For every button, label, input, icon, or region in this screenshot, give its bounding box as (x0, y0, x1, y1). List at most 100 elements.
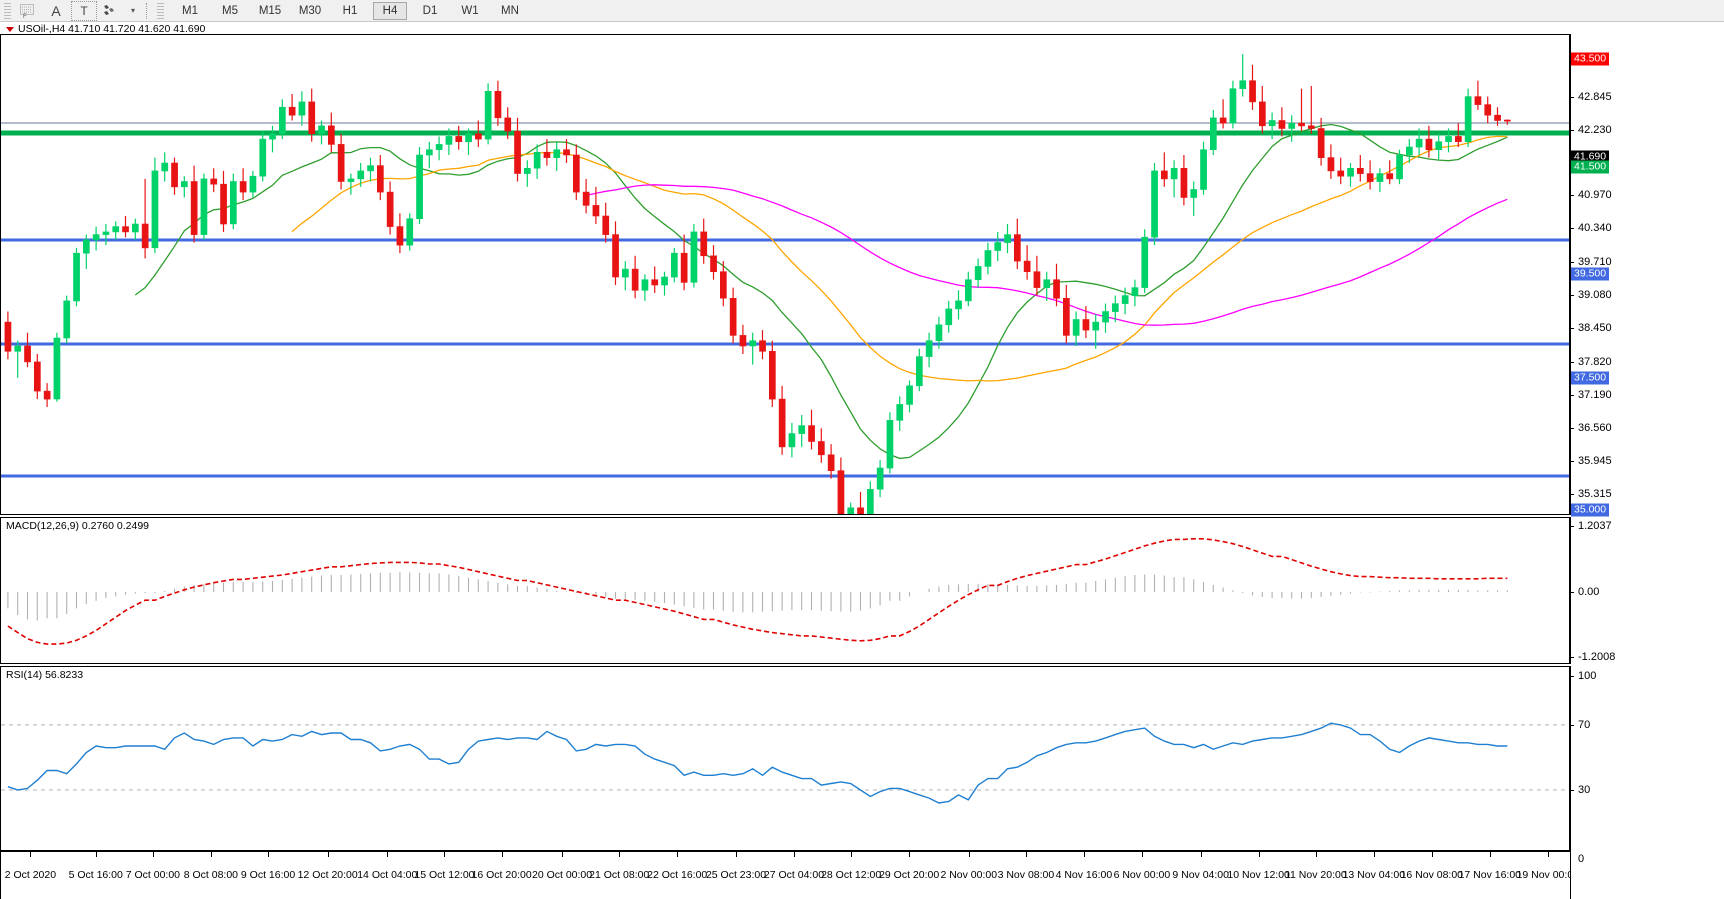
candle-body (1396, 154, 1403, 180)
price-tag-37-500[interactable]: 37.500 (1571, 371, 1610, 385)
price-scale[interactable]: 43.500 42.845 42.230 41.690 41.500 40.970 40.3… (1570, 34, 1724, 600)
candle-body (1004, 234, 1011, 243)
time-label: 28 Oct 12:00 (821, 869, 882, 881)
candle-body (1102, 311, 1109, 323)
candle-body (1151, 170, 1158, 238)
candle-body (102, 231, 110, 235)
candle-body (690, 231, 698, 283)
candle-body (837, 470, 845, 514)
timeframe-button-m5[interactable]: M5 (222, 4, 238, 17)
text-object-icon[interactable]: T (71, 0, 97, 21)
time-label: 22 Oct 16:00 (647, 869, 708, 881)
candle-body (386, 191, 394, 227)
timeframe-button-w1[interactable]: W1 (461, 4, 479, 17)
price-chart-panel[interactable] (0, 34, 1570, 515)
timeframe-button-h4[interactable]: H4 (373, 1, 407, 20)
candle-body (896, 404, 904, 421)
time-tick (1315, 851, 1317, 857)
price-tag-43-500[interactable]: 43.500 (1571, 52, 1610, 66)
timeframe-button-d1[interactable]: D1 (422, 4, 438, 17)
time-label: 21 Oct 08:00 (589, 869, 650, 881)
timeframe-button-h1[interactable]: H1 (342, 4, 358, 17)
time-label: 10 Nov 12:00 (1227, 869, 1290, 881)
candle-body (1298, 122, 1305, 127)
time-axis[interactable]: 2 Oct 2020 5 Oct 16:00 7 Oct 00:00 8 Oct 08… (0, 851, 1579, 899)
text-label-icon[interactable]: A (51, 2, 61, 19)
candle-body (1357, 168, 1364, 174)
candle-body (1435, 141, 1443, 150)
time-tick (501, 851, 503, 857)
price-tag-35-000[interactable]: 35.000 (1571, 503, 1610, 517)
candle-body (612, 234, 619, 278)
price-plot-area[interactable] (1, 35, 1569, 514)
price-tag-41-690[interactable]: 41.690 (1571, 150, 1610, 164)
rsi-panel-label: RSI(14) 56.8233 (6, 669, 84, 681)
candle-body (494, 90, 502, 119)
time-label: 15 Oct 12:00 (414, 869, 475, 881)
time-tick (793, 851, 795, 857)
candle-body (1366, 173, 1374, 182)
time-label: 17 Nov 16:00 (1458, 869, 1522, 881)
time-label: 5 Oct 16:00 (68, 869, 123, 881)
rsi-svg (1, 722, 1569, 804)
candle-body (847, 507, 855, 514)
macd-tick-_1_2008: -1.2008 (1570, 651, 1615, 663)
objects-icon[interactable] (99, 1, 125, 21)
candle-body (63, 300, 71, 339)
time-tick (95, 851, 97, 857)
candle-body (1425, 138, 1433, 150)
candle-body (504, 117, 512, 132)
candle-body (288, 106, 296, 116)
timeframe-button-m15[interactable]: M15 (258, 4, 282, 17)
candle-body (249, 175, 257, 193)
macd-indicator-panel[interactable]: MACD(12,26,9) 0.2760 0.2499 (0, 517, 1570, 664)
indicator-list-icon[interactable]: F (15, 1, 41, 21)
candle-body (425, 149, 433, 156)
price-tag-41-500[interactable]: 41.500 (1571, 160, 1610, 174)
candle-body (1288, 122, 1296, 129)
macd-axis-line (1570, 517, 1571, 664)
candle-body (327, 125, 335, 145)
price-tick-35-315: 35.315 (1570, 488, 1612, 500)
timeframe-button-m30[interactable]: M30 (298, 4, 322, 17)
time-tick (30, 851, 32, 857)
macd-tick-1_2037: 1.2037 (1570, 520, 1612, 532)
toolbar-grip-2[interactable] (157, 2, 164, 19)
candle-body (1278, 120, 1286, 129)
candle-body (1229, 88, 1237, 124)
macd-plot-area[interactable] (1, 518, 1569, 663)
time-tick (268, 851, 270, 857)
candle-body (719, 271, 727, 299)
objects-dropdown-caret-icon[interactable]: ▾ (130, 6, 135, 15)
candle-body (435, 144, 443, 151)
candle-body (1464, 96, 1472, 142)
candle-body (1308, 125, 1315, 129)
rsi-indicator-panel[interactable]: RSI(14) 56.8233 (0, 666, 1570, 851)
candle-body (778, 398, 786, 448)
candle-body (817, 441, 825, 456)
time-tick (1547, 851, 1549, 857)
candle-body (1092, 321, 1100, 331)
timeframe-button-m1[interactable]: M1 (182, 4, 198, 17)
macd-scale: 1.2037 0.00 -1.2008 (1570, 517, 1724, 664)
candle-body (1504, 119, 1511, 122)
macd-signal-line (7, 538, 1508, 645)
candle-body (651, 279, 659, 286)
candle-body (445, 136, 453, 145)
chart-menu-arrow-icon[interactable] (6, 26, 14, 32)
candle-body (670, 252, 678, 278)
candle-body (1043, 279, 1051, 288)
timeframe-button-mn[interactable]: MN (501, 4, 519, 17)
time-tick (909, 851, 911, 857)
candle-body (729, 297, 737, 336)
candle-body (357, 170, 365, 180)
candle-body (298, 101, 306, 116)
toolbar-grip-1[interactable] (4, 2, 11, 19)
candle-body (788, 433, 796, 448)
price-tag-39-500[interactable]: 39.500 (1571, 267, 1610, 281)
candle-body (749, 340, 757, 347)
rsi-plot-area[interactable] (1, 667, 1569, 850)
time-tick (1083, 851, 1085, 857)
time-label: 11 Nov 20:00 (1284, 869, 1347, 881)
moving-average-ma-green (134, 123, 1508, 460)
